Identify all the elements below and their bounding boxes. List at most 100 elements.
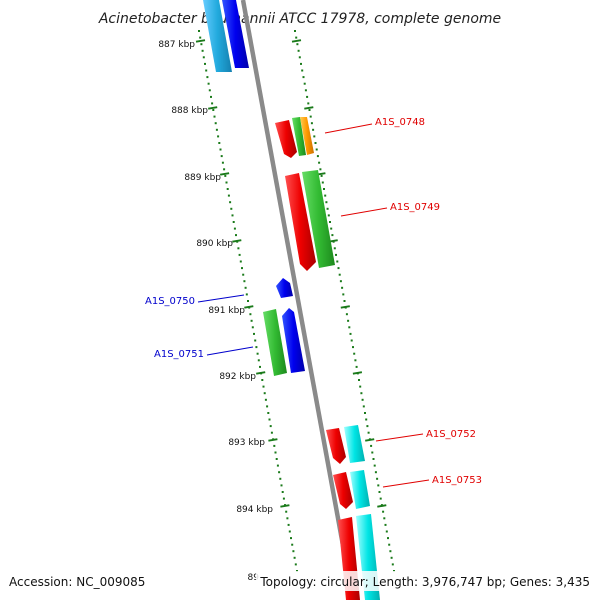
gene-green-0749[interactable] [302,170,335,268]
gene-a1s-0752[interactable] [326,425,365,464]
ruler-dot [387,537,389,540]
ruler-dot [231,214,234,217]
ruler-dot [254,339,257,342]
gene-a1s-0749[interactable] [285,170,335,271]
ruler-dot [215,128,218,131]
ruler-dot [268,418,271,421]
ruler-dot [391,563,394,566]
ruler-dot [303,82,306,85]
ruler-dot [214,122,217,125]
label-a1s-0751[interactable]: A1S_0751 [154,349,204,360]
ruler-dot [325,201,328,204]
ruler-dot [288,530,291,533]
ruler-dot [250,319,253,322]
ruler-dot [210,95,212,98]
ruler-dot [213,115,216,118]
ruler-dot [294,30,296,32]
tick-labels: 887 kbp 888 kbp 889 kbp 890 kbp 891 kbp … [158,40,273,583]
tick-label-895: 89 [248,573,260,583]
ruler-dot [239,260,242,263]
ruler-dot [301,69,304,72]
gene-a1s-0750[interactable] [276,278,293,298]
gene-red-0752[interactable] [326,428,346,464]
ruler-dot [347,319,350,322]
label-a1s-0749[interactable]: A1S_0749 [390,202,440,213]
label-a1s-0753[interactable]: A1S_0753 [432,475,482,486]
ruler-dot [286,517,289,520]
ruler-dot [198,30,200,32]
ruler-dot [205,69,208,72]
ruler-dot [296,43,299,46]
ruler-dot [362,405,365,408]
label-a1s-0750[interactable]: A1S_0750 [145,296,195,307]
gene-a1s-0753[interactable] [333,470,370,509]
label-a1s-0752[interactable]: A1S_0752 [426,429,476,440]
gene-orange-0748[interactable] [300,117,314,155]
tick-label-887: 887 kbp [158,40,195,50]
gene-cyan-0753[interactable] [350,470,370,509]
ruler-dot [353,352,356,355]
ruler-dot [324,194,327,197]
ruler-dot [233,227,236,230]
ruler-dot [336,260,339,263]
gene-blue-887[interactable] [222,0,249,68]
gene-blue-0750[interactable] [276,278,293,298]
ruler-dot [378,491,381,493]
gene-green-0748[interactable] [292,117,306,156]
ruler-dot [279,477,282,480]
gene-lightblue-887[interactable] [203,0,232,72]
ruler-dot [204,62,206,65]
ruler-dot [354,359,357,362]
ruler-dot [278,471,281,474]
gene-callouts: A1S_0748 A1S_0749 A1S_0750 A1S_0751 A1S_… [145,117,482,488]
ruler-dot [364,412,366,414]
ruler-dot [243,280,246,283]
ruler-dot [212,109,215,111]
ruler-dot [255,346,258,349]
tick-mark [291,39,302,43]
ruler-dot [352,346,354,349]
tick-mark [208,106,218,110]
callout-line-0749 [340,207,388,217]
ruler-dot [335,253,337,256]
tick-mark [280,504,290,508]
ruler-dot [390,556,393,559]
footer-accession: Accession: NC_009085 [9,575,145,589]
ruler-dot [355,365,358,368]
gene-cyan-0752[interactable] [344,425,365,463]
ruler-dot [220,155,223,158]
gene-a1s-0748[interactable] [275,117,314,158]
ruler-dot [245,293,248,296]
gene-group-887[interactable] [203,0,249,72]
ruler-dot [244,286,247,289]
callout-line-0751 [206,346,254,356]
ruler-dot [331,234,334,237]
ruler-dot [312,128,315,131]
ruler-dot [350,339,353,342]
ruler-dot [327,214,330,217]
gene-a1s-0751[interactable] [263,308,305,376]
ruler-dot [208,89,211,92]
ruler-dot [358,379,360,381]
tick-label-892: 892 kbp [219,372,256,382]
ruler-dot [223,168,226,171]
ruler-dot [200,43,203,46]
ruler-dot [373,464,376,467]
ruler-dot [349,332,352,335]
ruler-dot [377,484,380,487]
gene-red-0753[interactable] [333,472,353,509]
tick-mark [244,305,254,309]
ruler-dot [341,286,344,289]
gene-red-0748[interactable] [275,120,297,158]
ruler-dot [242,273,245,276]
ruler-dot [337,267,340,270]
ruler-dot [321,181,324,184]
gene-red-0749[interactable] [285,173,316,271]
ruler-dot [345,313,348,316]
gene-green-0751[interactable] [263,309,287,376]
tick-label-893: 893 kbp [228,438,265,448]
tick-mark [268,438,278,442]
label-a1s-0748[interactable]: A1S_0748 [375,117,425,128]
ruler-dot [309,115,312,118]
gene-blue-0751[interactable] [282,308,305,373]
